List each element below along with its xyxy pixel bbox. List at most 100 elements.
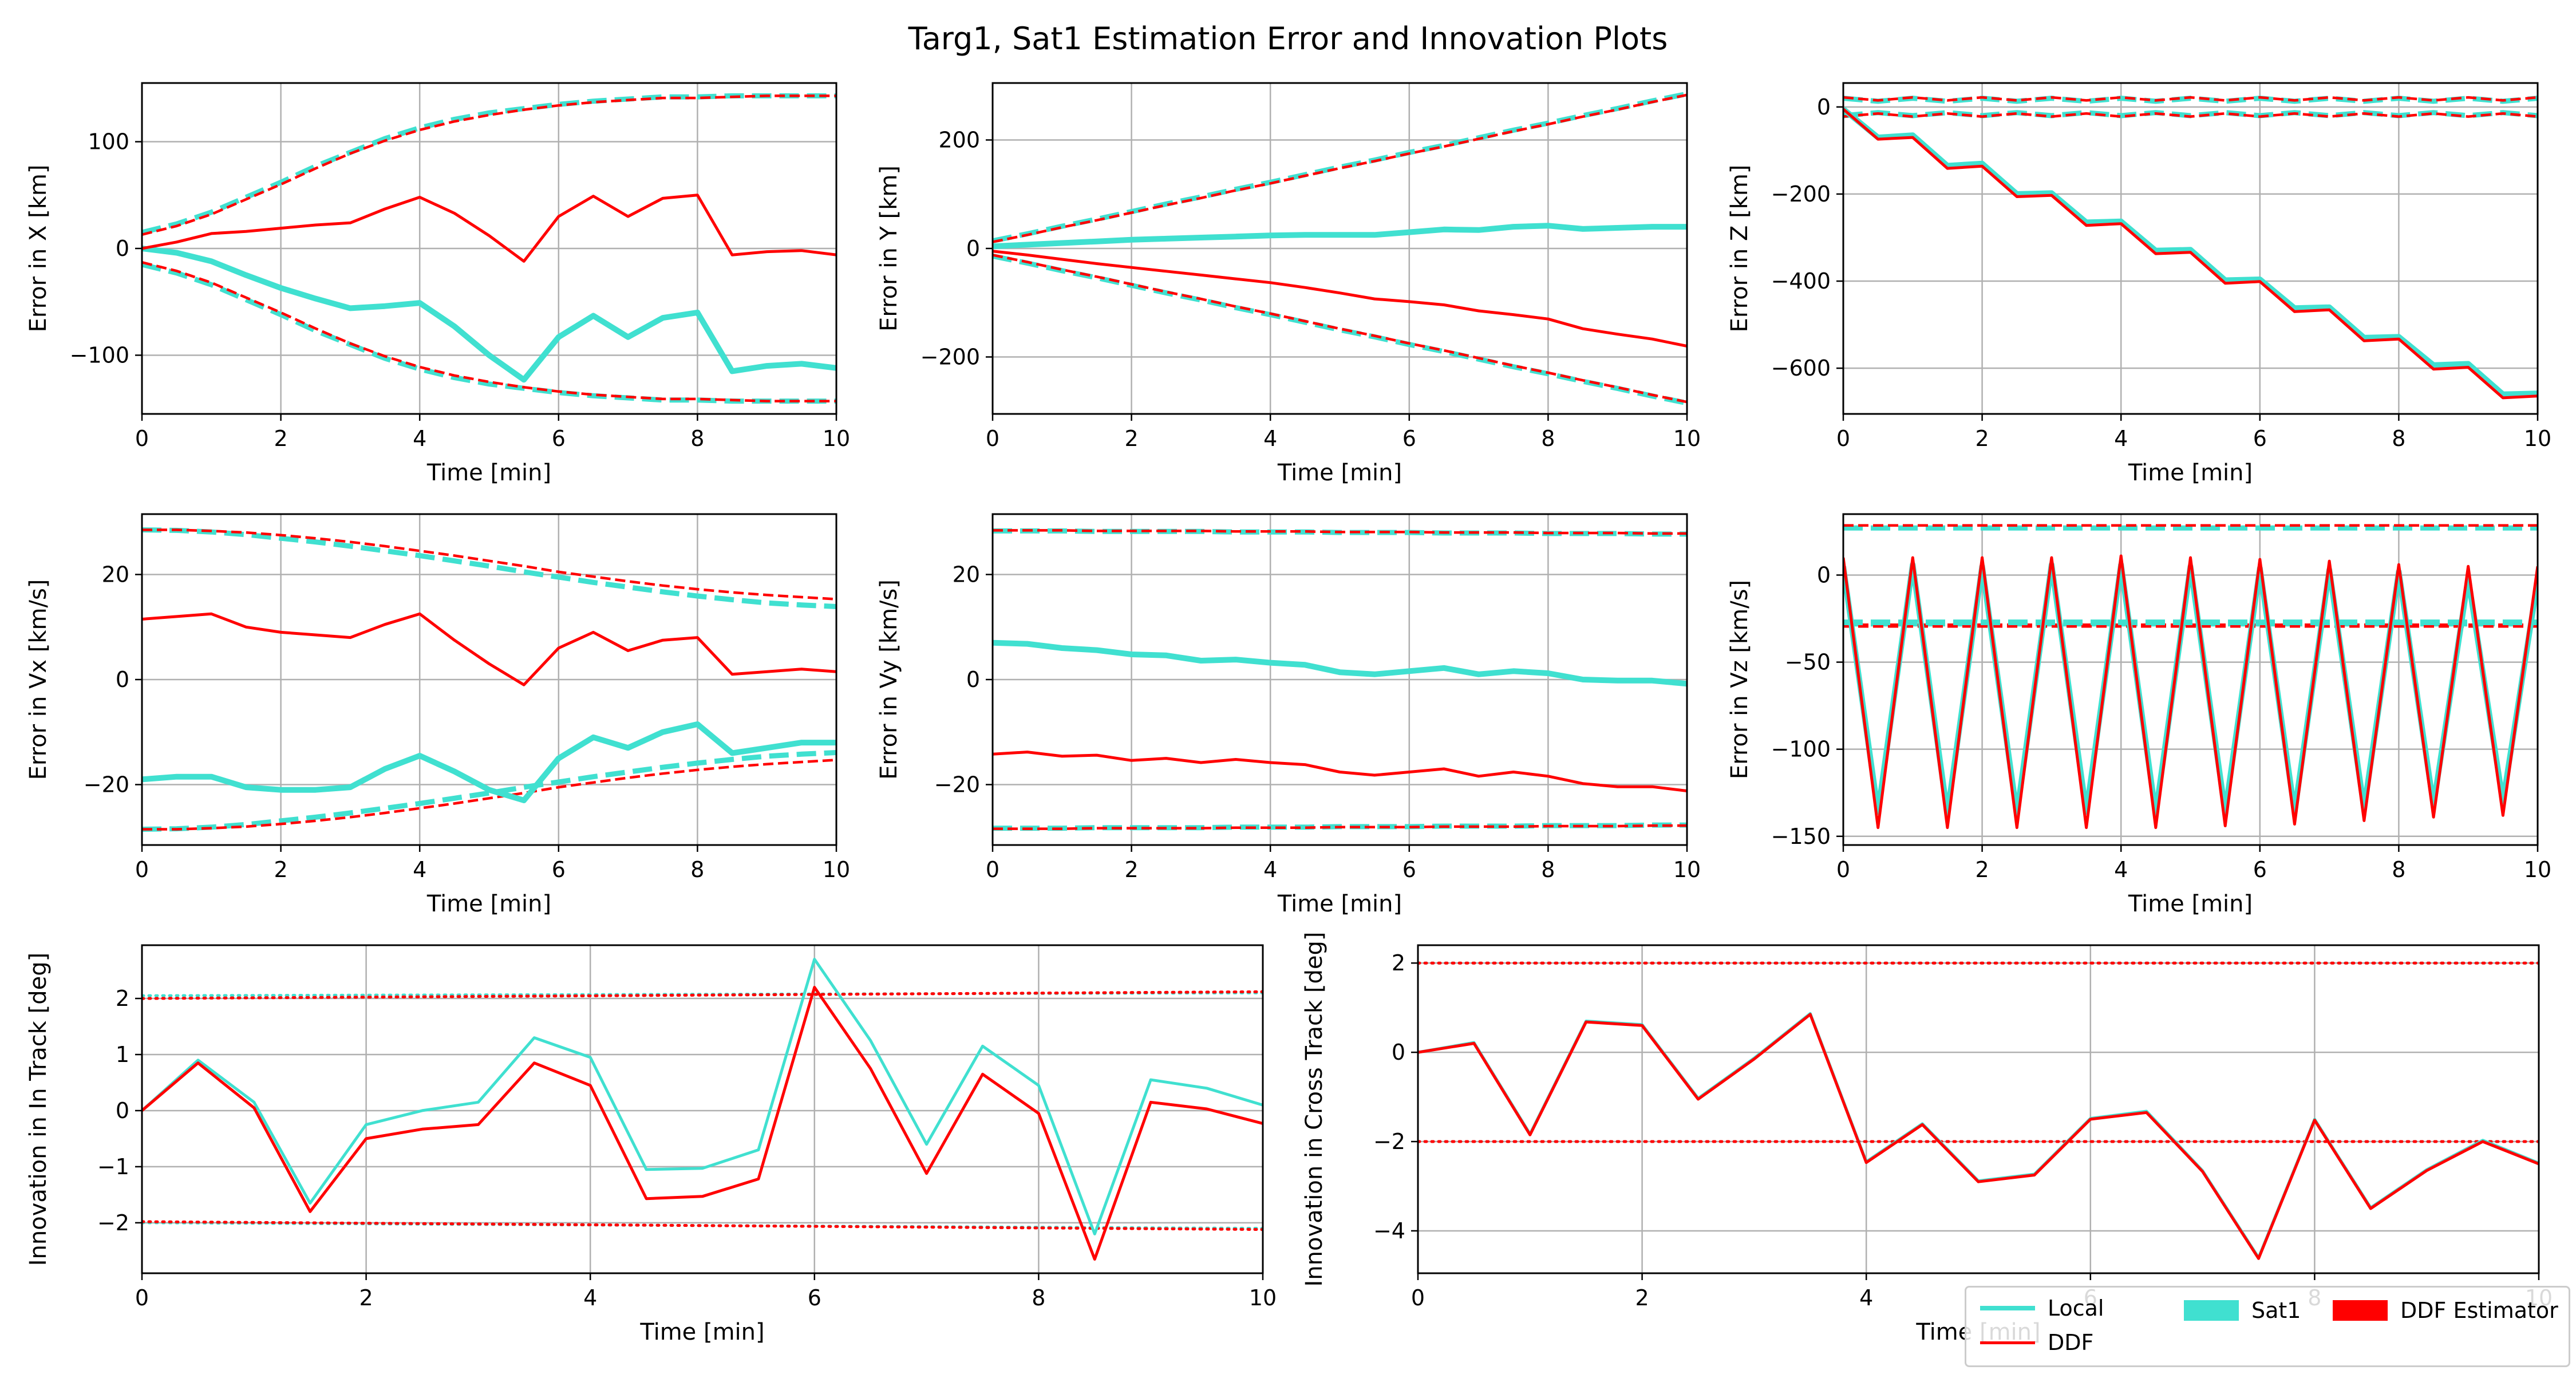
y-axis-label: Error in X [km]: [25, 165, 52, 333]
x-tick-label: 2: [1635, 1285, 1649, 1310]
series-ddf-nbound-dot: [142, 1220, 1263, 1231]
series-ddf-bound: [142, 759, 836, 831]
x-tick-label: 2: [359, 1285, 373, 1310]
legend-ddf-label: DDF: [2048, 1330, 2094, 1355]
x-tick-label: 8: [1541, 857, 1555, 882]
series-ddf-bound: [993, 824, 1687, 830]
subplot-evy: 0 2 4 6 8 10 −20 0 20 Time [min] Error in Vy [km/s…: [876, 513, 1701, 917]
y-axis-label: Error in Vy [km/s]: [876, 579, 902, 780]
y-tick-label: −600: [1771, 356, 1831, 381]
axes-frame: [1842, 513, 2539, 846]
x-tick-label: 2: [1125, 426, 1139, 451]
series-local-nbound-dot: [142, 1221, 1263, 1230]
x-tick-label: 2: [1125, 857, 1139, 882]
x-tick-label: 10: [1249, 1285, 1277, 1310]
x-tick-label: 8: [2392, 426, 2405, 451]
legend-ddf-estimator: DDF Estimator: [2333, 1298, 2558, 1323]
series-local-bound: [993, 91, 1687, 244]
plot-area-ey: [993, 91, 1687, 406]
y-tick-label: −200: [920, 345, 980, 370]
x-tick-label: 10: [1673, 857, 1701, 882]
x-tick-label: 0: [135, 1285, 149, 1310]
y-axis-label: Error in Vz [km/s]: [1726, 580, 1753, 779]
series-local-err: [1843, 562, 2538, 817]
y-axis-label: Innovation in In Track [deg]: [25, 953, 52, 1266]
plot-area-evx: [142, 527, 836, 832]
axes-frame: [1842, 82, 2539, 415]
series-local-innov: [142, 958, 1263, 1235]
x-tick-label: 8: [690, 426, 704, 451]
x-tick-label: 8: [690, 857, 704, 882]
x-tick-label: 0: [1836, 857, 1850, 882]
subplot-ex: 0 2 4 6 8 10 −100 0 100 Time [min] Error in X [km]: [25, 82, 850, 486]
x-tick-label: 0: [135, 857, 149, 882]
subplot-it: 0 2 4 6 8 10 −2 −1 0 1 2 Time [min] Innovation in In…: [25, 944, 1277, 1345]
x-axis-label: Time [min]: [426, 460, 551, 486]
y-tick-label: −200: [1771, 181, 1831, 207]
x-tick-label: 0: [986, 857, 999, 882]
legend-sat1: Sat1: [2184, 1298, 2301, 1323]
series-ddf-innov: [1418, 1013, 2539, 1260]
legend-ddf: DDF: [1980, 1330, 2093, 1355]
y-tick-label: 0: [1392, 1040, 1405, 1065]
legend-sat1-swatch: [2184, 1300, 2239, 1321]
x-tick-label: 2: [274, 426, 288, 451]
x-tick-label: 4: [2114, 857, 2128, 882]
x-tick-label: 6: [552, 857, 566, 882]
plot-area-ez: [1843, 96, 2538, 400]
x-tick-label: 8: [2392, 857, 2405, 882]
series-ddf-err: [993, 751, 1687, 792]
x-tick-label: 6: [1402, 857, 1416, 882]
x-tick-label: 4: [583, 1285, 597, 1310]
x-tick-label: 4: [413, 426, 426, 451]
plot-area-it: [142, 958, 1263, 1261]
series-ddf-bound: [1843, 96, 2538, 102]
series-local-bound: [142, 527, 836, 609]
x-axis-label: Time [min]: [639, 1319, 764, 1345]
y-axis-label: Error in Z [km]: [1726, 165, 1753, 333]
x-tick-label: 2: [1976, 857, 1989, 882]
plot-area-ex: [142, 93, 836, 404]
series-local-err: [993, 639, 1687, 687]
y-tick-label: 2: [1392, 950, 1405, 976]
y-tick-label: 0: [966, 236, 980, 261]
series-local-bound: [142, 750, 836, 832]
series-ddf-err: [142, 194, 836, 263]
legend: Local DDF Sat1 DDF Estimator: [1965, 1286, 2570, 1367]
series-ddf-bound: [142, 94, 836, 236]
x-tick-label: 10: [823, 426, 850, 451]
series-local-err: [142, 246, 836, 383]
x-tick-label: 4: [1263, 857, 1277, 882]
series-ddf-err: [993, 250, 1687, 348]
x-tick-label: 10: [2524, 426, 2551, 451]
legend-ddf-swatch: [1980, 1341, 2035, 1344]
y-tick-label: 2: [116, 986, 129, 1011]
y-tick-label: −400: [1771, 269, 1831, 294]
y-tick-label: −100: [70, 342, 129, 368]
series-local-bound: [142, 262, 836, 404]
y-tick-label: −2: [1373, 1129, 1405, 1154]
y-axis-label: Error in Y [km]: [876, 165, 902, 331]
y-tick-label: 0: [1817, 562, 1831, 587]
y-axis-label: Innovation in Cross Track [deg]: [1301, 931, 1327, 1286]
y-tick-label: 20: [102, 562, 129, 587]
y-tick-label: 200: [938, 127, 980, 152]
legend-local: Local: [1980, 1296, 2104, 1321]
x-tick-label: 4: [413, 857, 426, 882]
x-axis-label: Time [min]: [1277, 460, 1402, 486]
series-local-innov: [1418, 1012, 2539, 1260]
y-tick-label: 1: [116, 1042, 129, 1067]
legend-local-label: Local: [2048, 1296, 2104, 1321]
x-axis-label: Time [min]: [1277, 891, 1402, 917]
x-tick-label: 0: [1836, 426, 1850, 451]
series-local-bound: [142, 93, 836, 235]
series-local-err: [142, 721, 836, 803]
subplot-evz: 0 2 4 6 8 10 −150 −100 −50 0 Time [min] Error in Vz…: [1726, 513, 2551, 917]
series-ddf-bound: [142, 528, 836, 601]
x-tick-label: 6: [2253, 857, 2267, 882]
series-ddf-innov: [142, 986, 1263, 1261]
x-tick-label: 0: [986, 426, 999, 451]
x-tick-label: 0: [1411, 1285, 1425, 1310]
